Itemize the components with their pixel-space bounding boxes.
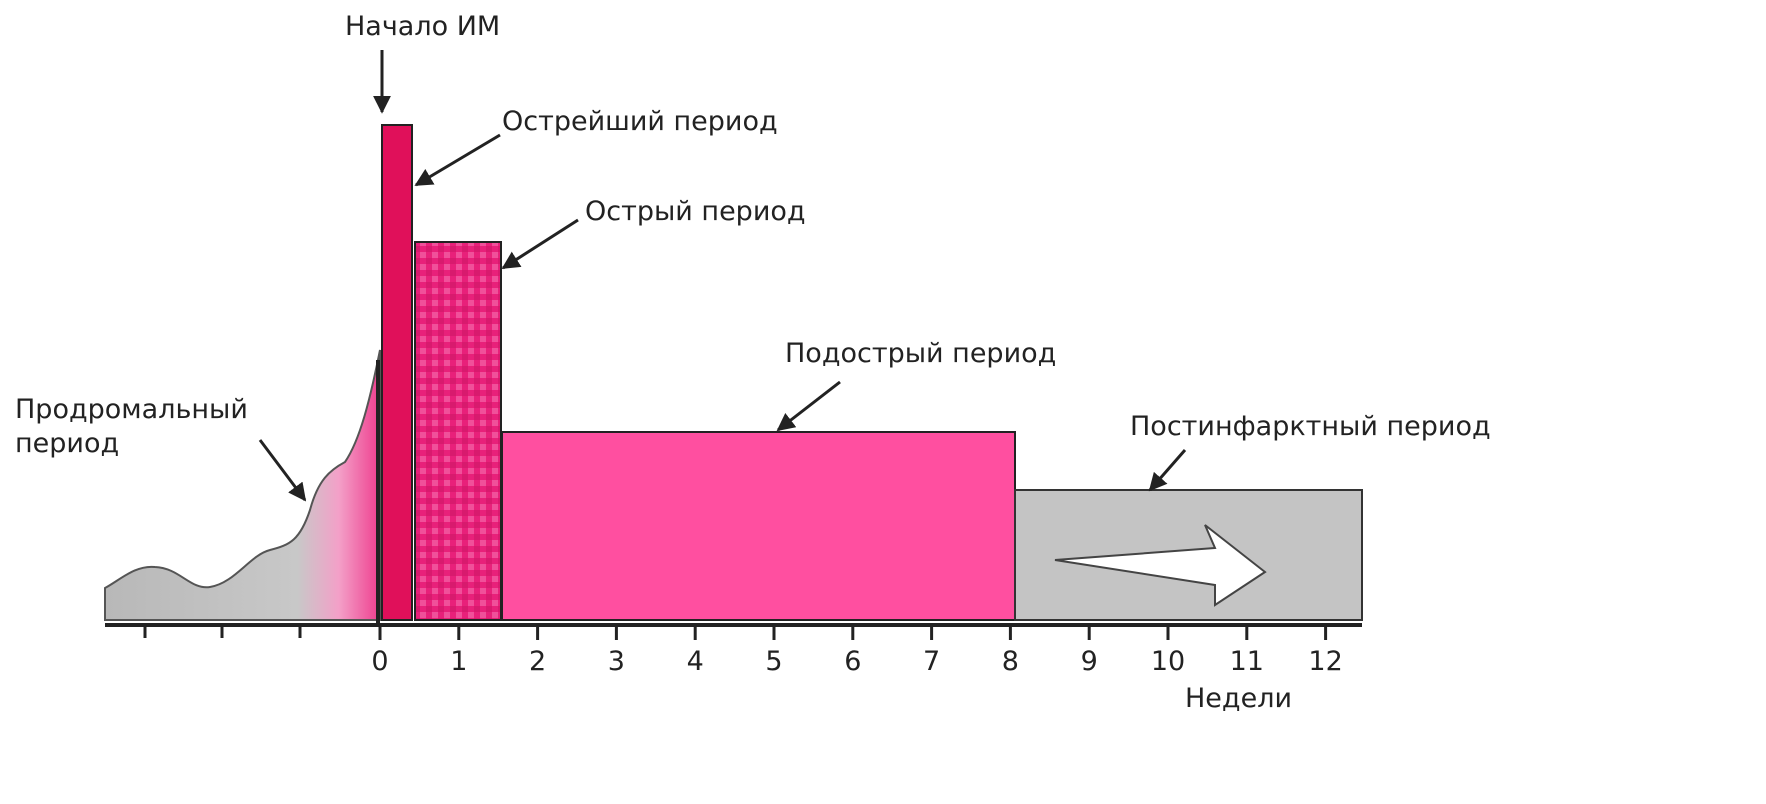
x-tick-label: 12 [1308,646,1342,677]
x-tick-label: 3 [608,646,625,677]
leader [416,135,500,185]
leader [260,440,305,500]
most-acute-bar [382,125,412,620]
x-tick-label: 6 [844,646,861,677]
x-tick-label: 4 [687,646,704,677]
leader [778,382,840,430]
onset-label: Начало ИМ [345,11,500,42]
subacute-bar [502,432,1015,620]
prodromal-label: Продромальный [15,394,248,425]
x-tick-label: 11 [1230,646,1264,677]
acute-label: Острый период [585,196,806,227]
x-tick-label: 8 [1002,646,1019,677]
diagram: Начало ИМ Острейший период Острый период… [0,0,1766,804]
leader [503,220,578,268]
x-tick-label: 1 [450,646,467,677]
x-tick-label: 10 [1151,646,1185,677]
x-tick-label: 2 [529,646,546,677]
most-acute-label: Острейший период [502,106,778,137]
acute-bar [415,242,501,620]
x-tick-label: 7 [923,646,940,677]
subacute-label: Подострый период [785,338,1056,369]
x-tick-label: 9 [1081,646,1098,677]
leader [1150,450,1185,490]
x-tick-label: 0 [371,646,388,677]
x-tick-label: 5 [765,646,782,677]
prodromal-area [105,350,380,620]
x-axis-label: Недели [1185,683,1292,714]
postinfarction-label: Постинфарктный период [1130,411,1491,442]
prodromal-label: период [15,428,119,459]
